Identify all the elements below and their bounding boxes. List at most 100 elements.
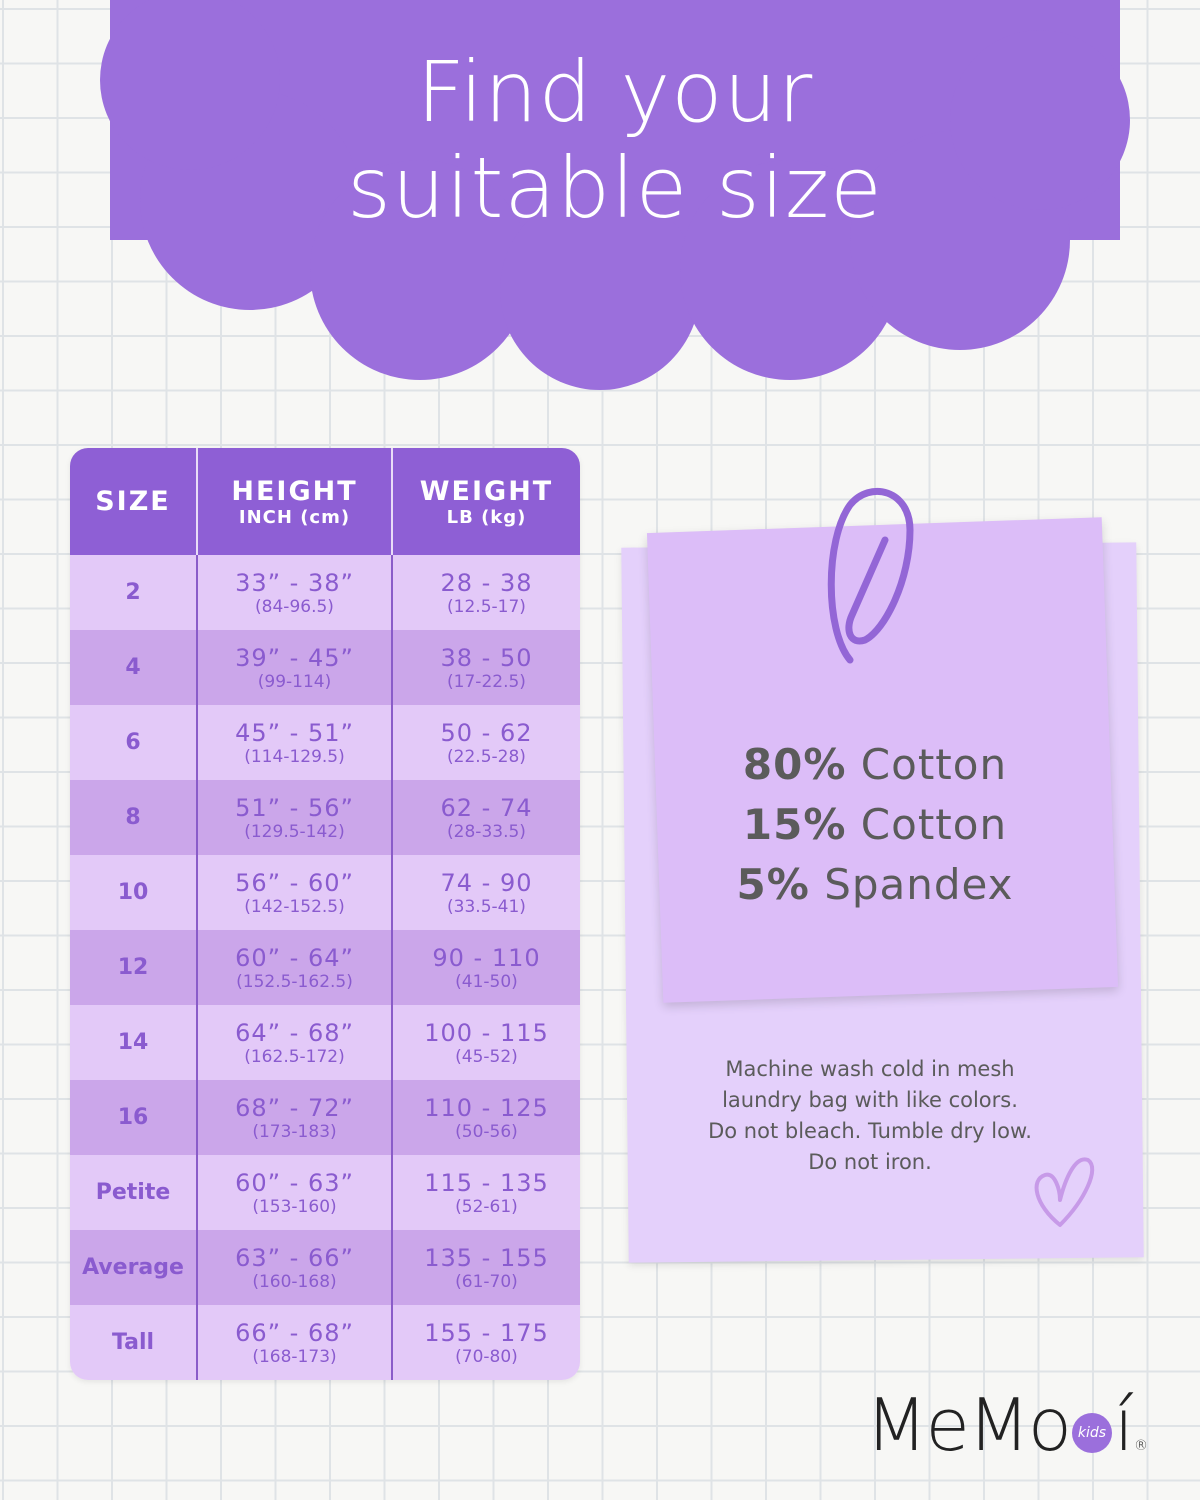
height-cm: (173-183) [252,1121,337,1142]
height-cell: 56” - 60” (142-152.5) [198,855,393,930]
care-line: laundry bag with like colors. [722,1088,1018,1112]
table-header: SIZE HEIGHT INCH (cm) WEIGHT LB (kg) [70,448,580,555]
size-value: 8 [125,805,141,830]
fabric-name: Spandex [824,860,1014,909]
size-cell: 10 [70,855,198,930]
height-cm: (114-129.5) [244,746,345,767]
height-cell: 66” - 68” (168-173) [198,1305,393,1380]
height-inch: 33” - 38” [235,568,354,597]
height-cm: (129.5-142) [244,821,345,842]
height-cm: (162.5-172) [244,1046,345,1067]
weight-kg: (33.5-41) [447,896,526,917]
fabric-line: 15% Cotton [650,795,1100,855]
brand-logo: MeMo kids í® [865,1385,1148,1465]
height-inch: 63” - 66” [235,1243,354,1272]
care-line: Do not iron. [808,1150,932,1174]
weight-kg: (28-33.5) [447,821,526,842]
weight-cell: 135 - 155 (61-70) [393,1230,580,1305]
height-cm: (152.5-162.5) [236,971,353,992]
title-line-1: Find your [416,43,814,141]
height-inch: 39” - 45” [235,643,354,672]
height-cm: (153-160) [252,1196,337,1217]
weight-lb: 38 - 50 [440,643,533,672]
care-line: Do not bleach. Tumble dry low. [708,1119,1032,1143]
weight-kg: (52-61) [455,1196,518,1217]
weight-lb: 28 - 38 [440,568,533,597]
height-cm: (168-173) [252,1346,337,1367]
table-row: 8 51” - 56” (129.5-142) 62 - 74 (28-33.5) [70,780,580,855]
header-size: SIZE [70,448,198,555]
height-cm: (160-168) [252,1271,337,1292]
size-value: 2 [125,580,141,605]
fabric-composition: 80% Cotton 15% Cotton 5% Spandex [650,735,1100,915]
header-unit: INCH (cm) [238,506,351,528]
size-value: 10 [117,880,149,905]
heart-doodle-icon [1034,1157,1095,1227]
size-cell: 4 [70,630,198,705]
fabric-percent: 5% [736,860,810,909]
size-table: SIZE HEIGHT INCH (cm) WEIGHT LB (kg) 2 33”… [70,448,580,1380]
logo-tail-letter: í [1113,1383,1134,1467]
weight-cell: 100 - 115 (45-52) [393,1005,580,1080]
height-cell: 45” - 51” (114-129.5) [198,705,393,780]
table-row: Average 63” - 66” (160-168) 135 - 155 (61-… [70,1230,580,1305]
logo-kids-badge: kids [1071,1413,1112,1453]
fabric-name: Cotton [860,740,1008,789]
size-cell: 16 [70,1080,198,1155]
height-cell: 51” - 56” (129.5-142) [198,780,393,855]
height-cell: 64” - 68” (162.5-172) [198,1005,393,1080]
logo-text: MeMo [865,1383,1072,1467]
fabric-line: 80% Cotton [650,735,1100,795]
height-inch: 66” - 68” [235,1318,354,1347]
weight-lb: 115 - 135 [424,1168,549,1197]
paperclip-icon [827,487,914,664]
size-value: 12 [117,955,149,980]
weight-lb: 110 - 125 [424,1093,549,1122]
table-row: 6 45” - 51” (114-129.5) 50 - 62 (22.5-28) [70,705,580,780]
table-row: 4 39” - 45” (99-114) 38 - 50 (17-22.5) [70,630,580,705]
size-cell: 14 [70,1005,198,1080]
weight-cell: 28 - 38 (12.5-17) [393,555,580,630]
weight-kg: (41-50) [455,971,518,992]
table-row: Petite 60” - 63” (153-160) 115 - 135 (52-6… [70,1155,580,1230]
height-cm: (142-152.5) [244,896,345,917]
table-row: 16 68” - 72” (173-183) 110 - 125 (50-56) [70,1080,580,1155]
height-cell: 60” - 63” (153-160) [198,1155,393,1230]
header-unit: LB (kg) [446,506,527,528]
weight-kg: (45-52) [455,1046,518,1067]
weight-kg: (70-80) [455,1346,518,1367]
weight-cell: 62 - 74 (28-33.5) [393,780,580,855]
size-cell: 12 [70,930,198,1005]
size-cell: 2 [70,555,198,630]
fabric-name: Cotton [860,800,1008,849]
weight-kg: (61-70) [455,1271,518,1292]
size-value: Average [82,1255,184,1280]
height-inch: 64” - 68” [235,1018,354,1047]
weight-lb: 50 - 62 [440,718,533,747]
page-title: Find your suitable size [0,44,1200,236]
weight-lb: 135 - 155 [424,1243,549,1272]
weight-lb: 90 - 110 [432,943,541,972]
height-inch: 56” - 60” [235,868,354,897]
fabric-line: 5% Spandex [650,855,1100,915]
weight-kg: (12.5-17) [447,596,526,617]
header-label: HEIGHT [231,475,358,507]
table-row: 2 33” - 38” (84-96.5) 28 - 38 (12.5-17) [70,555,580,630]
size-value: 16 [117,1105,149,1130]
weight-kg: (22.5-28) [447,746,526,767]
height-cell: 68” - 72” (173-183) [198,1080,393,1155]
table-row: 12 60” - 64” (152.5-162.5) 90 - 110 (41-50… [70,930,580,1005]
size-value: 14 [117,1030,149,1055]
size-cell: 8 [70,780,198,855]
fabric-percent: 80% [742,740,847,789]
height-cell: 60” - 64” (152.5-162.5) [198,930,393,1005]
size-cell: 6 [70,705,198,780]
cloud-banner [100,0,1130,390]
header-weight: WEIGHT LB (kg) [393,448,580,555]
weight-kg: (17-22.5) [447,671,526,692]
height-cm: (84-96.5) [255,596,334,617]
weight-cell: 50 - 62 (22.5-28) [393,705,580,780]
weight-lb: 100 - 115 [424,1018,549,1047]
weight-cell: 115 - 135 (52-61) [393,1155,580,1230]
weight-cell: 90 - 110 (41-50) [393,930,580,1005]
